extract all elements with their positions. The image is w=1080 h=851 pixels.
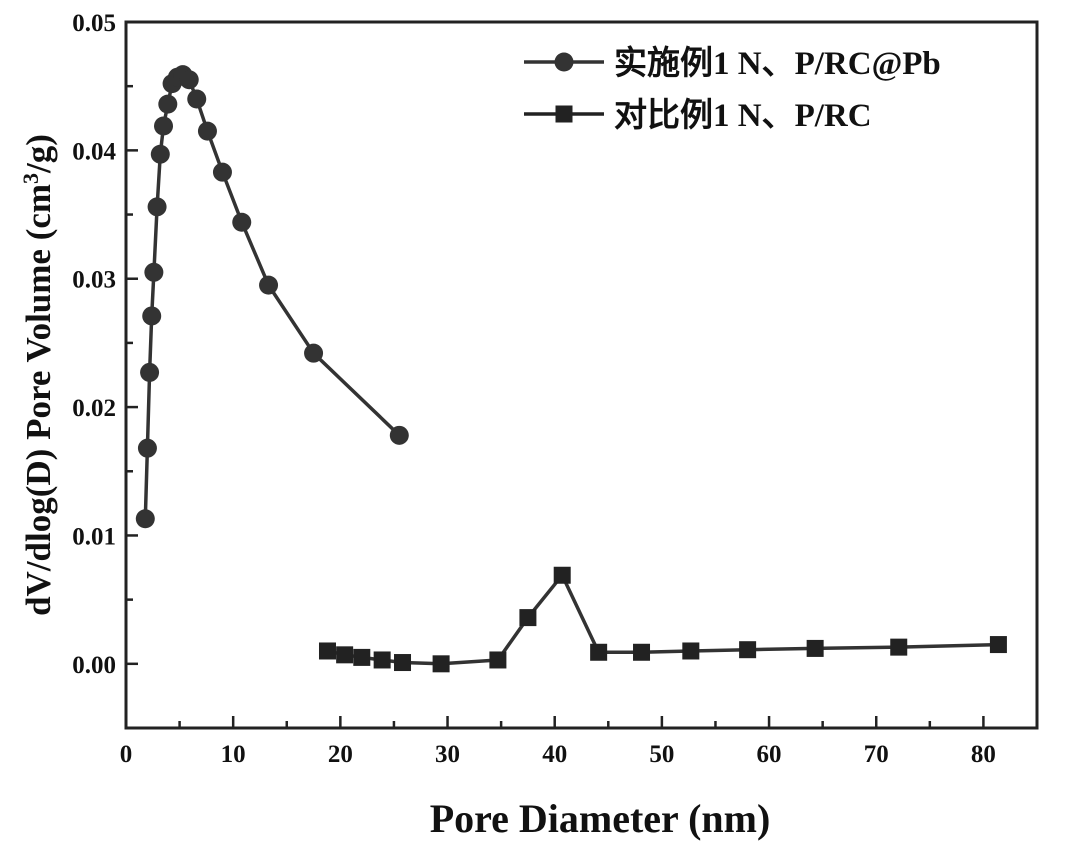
data-point: [633, 643, 651, 661]
data-point: [154, 116, 174, 136]
legend: 实施例1 N、P/RC@Pb 对比例1 N、P/RC: [524, 44, 941, 134]
y-axis-title-suffix: /g): [19, 134, 58, 174]
data-point: [890, 638, 908, 656]
data-point: [135, 509, 155, 529]
legend-label: 对比例1 N、P/RC: [614, 97, 872, 134]
y-tick-label: 0.03: [72, 267, 116, 294]
series-line: [327, 573, 999, 666]
data-point: [158, 94, 178, 114]
legend-label: 实施例1 N、P/RC@Pb: [614, 44, 941, 82]
x-tick-label: 30: [435, 741, 460, 768]
x-tick-label: 40: [542, 741, 567, 768]
data-point: [179, 70, 199, 90]
y-tick-label: 0.04: [72, 138, 116, 165]
data-point: [137, 438, 157, 458]
x-axis-title: Pore Diameter (nm): [430, 796, 771, 841]
data-point: [336, 646, 354, 664]
x-tick-label: 10: [221, 741, 246, 768]
y-tick-label: 0.05: [72, 10, 116, 37]
y-axis-title: dV/dlog(D) Pore Volume (cm3/g): [18, 134, 59, 616]
data-point: [187, 89, 207, 109]
data-point: [389, 425, 409, 445]
series-line: [143, 72, 401, 519]
data-point: [553, 566, 571, 584]
data-point: [140, 362, 160, 382]
data-point: [739, 641, 757, 659]
data-point: [197, 121, 217, 141]
data-point: [259, 275, 279, 295]
legend-marker: [555, 105, 573, 123]
y-tick-label: 0.02: [72, 395, 116, 422]
data-point: [519, 609, 537, 627]
axis-ticks: 0 10 20 30 40 50 60 70 80 0.00 0.01 0.02 0.03 0.04 0.0…: [72, 10, 996, 768]
data-point: [806, 639, 824, 657]
data-point: [373, 651, 391, 669]
x-tick-label: 80: [971, 741, 996, 768]
data-point: [304, 343, 324, 363]
data-point: [150, 144, 170, 164]
x-tick-label: 0: [120, 741, 133, 768]
data-point: [212, 162, 232, 182]
x-tick-label: 50: [649, 741, 674, 768]
data-point: [489, 651, 507, 669]
series-1: [135, 65, 409, 529]
x-tick-label: 70: [864, 741, 889, 768]
y-tick-label: 0.01: [72, 523, 116, 550]
data-series: [135, 65, 1007, 673]
legend-marker: [554, 52, 574, 72]
data-point: [590, 643, 608, 661]
x-tick-label: 60: [757, 741, 782, 768]
y-tick-label: 0.00: [72, 652, 116, 679]
data-point: [432, 655, 450, 673]
data-point: [232, 212, 252, 232]
data-point: [142, 306, 162, 326]
y-axis-title-prefix: dV/dlog(D) Pore Volume (cm: [19, 184, 58, 616]
data-point: [353, 648, 371, 666]
data-point: [682, 642, 700, 660]
plot-frame: [124, 20, 1039, 730]
data-point: [144, 262, 164, 282]
y-axis-title-sup: 3: [18, 173, 43, 184]
data-point: [394, 654, 412, 672]
series-2: [318, 566, 1007, 673]
data-point: [989, 636, 1007, 654]
data-point: [318, 642, 336, 660]
x-tick-label: 20: [328, 741, 353, 768]
data-point: [147, 197, 167, 217]
